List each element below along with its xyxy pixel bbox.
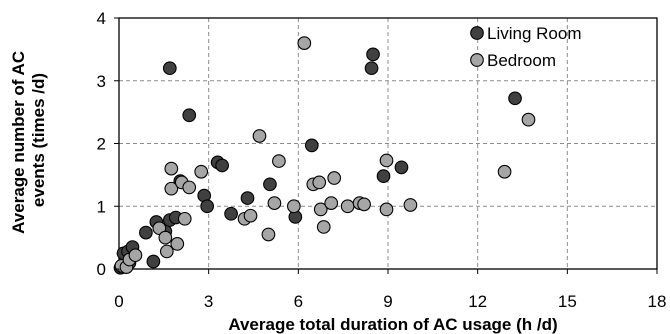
data-point	[394, 160, 409, 175]
data-point	[297, 36, 312, 50]
data-point	[263, 177, 277, 192]
data-point	[252, 129, 267, 143]
x-tick-label: 9	[383, 292, 392, 311]
data-point	[224, 206, 238, 221]
data-point	[497, 164, 512, 179]
data-point	[243, 208, 258, 223]
legend: Living Room Bedroom	[470, 24, 582, 70]
series-2	[114, 36, 536, 274]
x-tick-label: 6	[294, 292, 303, 311]
x-tick-label: 3	[204, 292, 213, 311]
data-point	[182, 108, 197, 123]
data-point	[316, 220, 331, 234]
data-point	[159, 244, 174, 259]
data-point	[182, 180, 197, 195]
legend-label: Bedroom	[487, 51, 556, 70]
data-point	[403, 198, 418, 212]
y-axis-title: Average number of AC events (times /d)	[9, 46, 48, 234]
x-tick-labels: 0 3 6 9 12 15 18	[114, 269, 666, 311]
data-point	[128, 248, 143, 263]
data-points	[113, 36, 536, 275]
legend-marker	[470, 26, 484, 40]
data-point	[379, 202, 394, 217]
data-point	[177, 211, 192, 226]
y-tick-labels: 0 1 2 3 4	[97, 9, 119, 279]
data-point	[215, 158, 229, 173]
data-point	[162, 61, 177, 76]
data-point	[327, 171, 342, 185]
data-point	[521, 112, 536, 127]
data-point	[164, 181, 179, 196]
y-tick-label: 4	[97, 9, 106, 28]
x-tick-label: 12	[468, 292, 487, 311]
data-point	[376, 169, 391, 183]
data-point	[267, 196, 282, 210]
y-axis-title-line-2: events (times /d)	[29, 73, 48, 207]
data-point	[164, 161, 179, 176]
data-point	[304, 138, 319, 153]
data-point	[170, 237, 185, 251]
x-axis-title: Average total duration of AC usage (h /d…	[228, 315, 557, 334]
data-point	[313, 202, 328, 217]
x-tick-label: 15	[558, 292, 577, 311]
data-point	[340, 199, 355, 214]
data-point	[146, 254, 161, 269]
data-point	[312, 175, 327, 190]
data-point	[364, 61, 379, 76]
grid-lines	[119, 18, 657, 269]
data-point	[261, 227, 276, 242]
y-tick-label: 2	[97, 135, 106, 154]
data-point	[158, 230, 173, 245]
data-point	[366, 47, 380, 62]
legend-marker	[470, 53, 484, 67]
data-point	[357, 197, 371, 212]
data-point	[200, 199, 215, 214]
x-tick-label: 0	[114, 292, 123, 311]
y-tick-label: 1	[97, 197, 106, 216]
data-point	[379, 153, 394, 168]
data-point	[272, 154, 286, 168]
data-point	[194, 164, 209, 179]
y-axis-title-line-1: Average number of AC	[9, 51, 28, 234]
data-point	[139, 225, 153, 240]
data-point	[240, 191, 255, 205]
data-point	[287, 199, 301, 214]
data-point	[508, 91, 522, 106]
y-tick-label: 0	[97, 260, 106, 279]
legend-label: Living Room	[487, 24, 582, 43]
data-point	[324, 196, 339, 210]
y-tick-label: 3	[97, 72, 106, 91]
x-tick-label: 18	[648, 292, 667, 311]
